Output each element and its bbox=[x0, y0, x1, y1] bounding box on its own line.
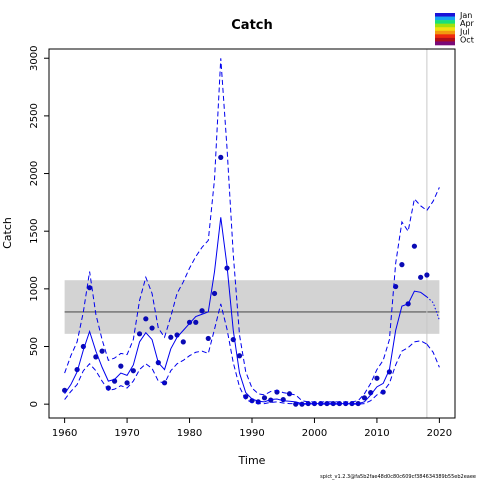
x-tick-label: 2000 bbox=[302, 428, 327, 439]
legend-label: Oct bbox=[460, 36, 474, 45]
data-point bbox=[236, 353, 243, 359]
x-axis-label: Time bbox=[238, 454, 266, 467]
data-point bbox=[424, 272, 430, 278]
series-line-2 bbox=[64, 58, 428, 403]
y-tick-label: 0 bbox=[29, 401, 40, 407]
x-tick-label: 1960 bbox=[52, 428, 77, 439]
data-point bbox=[411, 243, 417, 249]
y-tick-label: 3000 bbox=[29, 45, 40, 70]
legend-color-swatch bbox=[435, 16, 455, 21]
data-point bbox=[180, 339, 186, 345]
data-point bbox=[211, 290, 218, 297]
data-point bbox=[124, 380, 130, 386]
y-tick-label: 500 bbox=[29, 337, 40, 356]
y-tick-label: 2500 bbox=[29, 103, 40, 128]
y-tick-label: 1000 bbox=[29, 276, 40, 301]
legend-color-swatch bbox=[435, 27, 455, 32]
data-point bbox=[130, 368, 136, 374]
data-point bbox=[218, 154, 224, 160]
chart-title: Catch bbox=[231, 18, 273, 33]
data-point bbox=[418, 274, 424, 280]
plot-frame bbox=[48, 48, 456, 419]
x-tick-label: 1990 bbox=[239, 428, 264, 439]
data-point bbox=[168, 334, 174, 340]
x-tick-label: 1970 bbox=[114, 428, 139, 439]
data-point bbox=[186, 319, 193, 325]
data-point bbox=[399, 262, 405, 268]
legend-label: Jul bbox=[459, 27, 470, 36]
data-point bbox=[99, 348, 105, 354]
data-point bbox=[193, 319, 199, 325]
data-point bbox=[199, 308, 205, 314]
plot-area bbox=[62, 49, 440, 418]
data-point bbox=[136, 331, 143, 337]
data-point bbox=[143, 316, 149, 322]
legend-color-swatch bbox=[435, 20, 455, 24]
series-line-5 bbox=[426, 187, 440, 211]
data-point bbox=[205, 335, 211, 342]
data-point bbox=[149, 325, 155, 331]
y-axis: 0 500 1000 1500 2000 2500 3000 bbox=[29, 45, 49, 407]
x-tick-label: 2010 bbox=[364, 428, 389, 439]
data-point bbox=[361, 395, 368, 401]
data-point bbox=[87, 285, 93, 291]
legend-color-swatch bbox=[435, 34, 455, 39]
legend-color-swatch bbox=[435, 23, 455, 28]
series-line-6 bbox=[426, 343, 440, 368]
x-tick-label: 1980 bbox=[177, 428, 202, 439]
legend-label: Apr bbox=[460, 19, 475, 28]
y-tick-label: 1500 bbox=[29, 218, 40, 243]
data-point bbox=[293, 401, 299, 407]
footer-version: spict_v1.2.3@fa5b2fae48d0c80c609cf384634… bbox=[320, 474, 476, 480]
msy-band bbox=[64, 280, 440, 334]
data-point bbox=[268, 397, 274, 403]
legend-color-swatch bbox=[435, 41, 455, 46]
x-axis: 1960 1970 1980 1990 2000 2010 2020 bbox=[52, 418, 452, 439]
y-tick-label: 2000 bbox=[29, 161, 40, 186]
legend-label: Jan bbox=[459, 11, 472, 20]
series-line-1 bbox=[64, 217, 428, 405]
legend-color-swatch bbox=[435, 37, 455, 42]
data-point bbox=[286, 391, 293, 397]
legend-color-swatch bbox=[435, 30, 455, 35]
y-axis-label: Catch bbox=[1, 217, 14, 249]
x-tick-label: 2020 bbox=[427, 428, 452, 439]
data-point bbox=[261, 395, 268, 401]
data-point bbox=[118, 363, 124, 369]
data-point bbox=[380, 389, 386, 395]
data-point bbox=[105, 385, 111, 391]
legend-color-swatch bbox=[435, 13, 455, 17]
data-point bbox=[374, 375, 380, 381]
